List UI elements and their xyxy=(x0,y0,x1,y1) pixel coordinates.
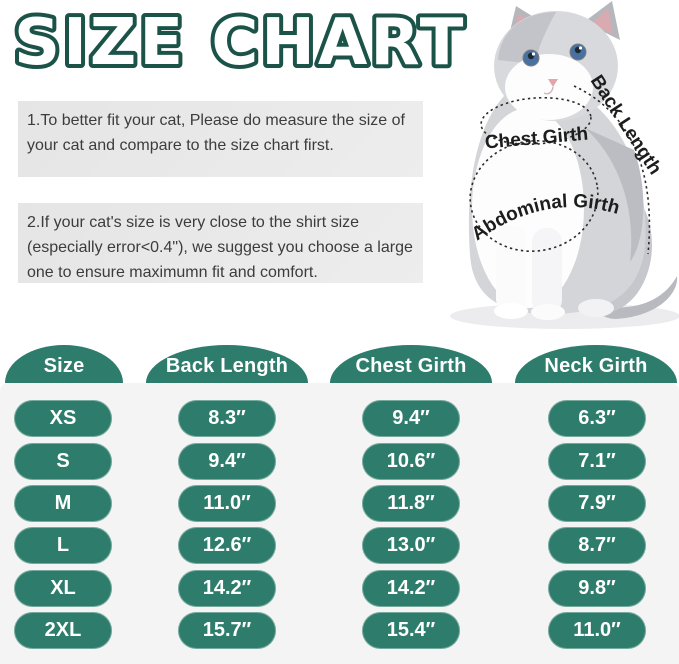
column-header-chest-girth: Chest Girth xyxy=(330,345,492,383)
value-pill: 10.6″ xyxy=(362,443,460,480)
value-pill: 12.6″ xyxy=(178,527,276,564)
size-pill: M xyxy=(14,485,112,522)
title-banner: SIZE CHART xyxy=(10,2,467,80)
value-pill: 15.7″ xyxy=(178,612,276,649)
cat-nose xyxy=(548,79,558,87)
size-pill: S xyxy=(14,443,112,480)
value-pill: 13.0″ xyxy=(362,527,460,564)
cat-paw xyxy=(578,299,614,317)
note-size-up-advice: 2.If your cat's size is very close to th… xyxy=(18,203,423,283)
value-pill: 15.4″ xyxy=(362,612,460,649)
chest-girth-guide xyxy=(480,96,592,146)
value-pill: 6.3″ xyxy=(548,400,646,437)
value-pill: 11.0″ xyxy=(178,485,276,522)
eye-glint xyxy=(531,52,536,56)
value-pill: 7.1″ xyxy=(548,443,646,480)
value-pill: 9.4″ xyxy=(178,443,276,480)
cat-paw xyxy=(531,304,565,320)
value-pill: 9.8″ xyxy=(548,570,646,607)
cat-paw xyxy=(494,303,528,319)
value-pill: 9.4″ xyxy=(362,400,460,437)
note-measure-first: 1.To better fit your cat, Please do meas… xyxy=(18,101,423,177)
value-pill: 8.7″ xyxy=(548,527,646,564)
size-pill: L xyxy=(14,527,112,564)
cat-front-leg xyxy=(532,228,562,314)
cat-ear-inner xyxy=(591,9,613,34)
column-header-back-length: Back Length xyxy=(146,345,308,383)
cat-back-fur xyxy=(585,128,644,262)
value-pill: 14.2″ xyxy=(178,570,276,607)
cat-head-fur xyxy=(498,12,556,64)
value-pill: 7.9″ xyxy=(548,485,646,522)
eye-glint xyxy=(578,46,583,50)
cat-muzzle xyxy=(505,54,593,120)
column-header-neck-girth: Neck Girth xyxy=(515,345,677,383)
cat-illustration: Chest Girth Back Length Abdominal Girth xyxy=(450,1,679,329)
column-header-size: Size xyxy=(5,345,123,383)
page-title: SIZE CHART xyxy=(14,6,466,80)
size-pill: XL xyxy=(14,570,112,607)
cat-mouth xyxy=(543,86,554,95)
value-pill: 11.0″ xyxy=(548,612,646,649)
value-pill: 14.2″ xyxy=(362,570,460,607)
size-pill: 2XL xyxy=(14,612,112,649)
value-pill: 11.8″ xyxy=(362,485,460,522)
size-pill: XS xyxy=(14,400,112,437)
cat-front-leg xyxy=(496,225,526,313)
value-pill: 8.3″ xyxy=(178,400,276,437)
abdominal-girth-guide xyxy=(469,140,599,252)
